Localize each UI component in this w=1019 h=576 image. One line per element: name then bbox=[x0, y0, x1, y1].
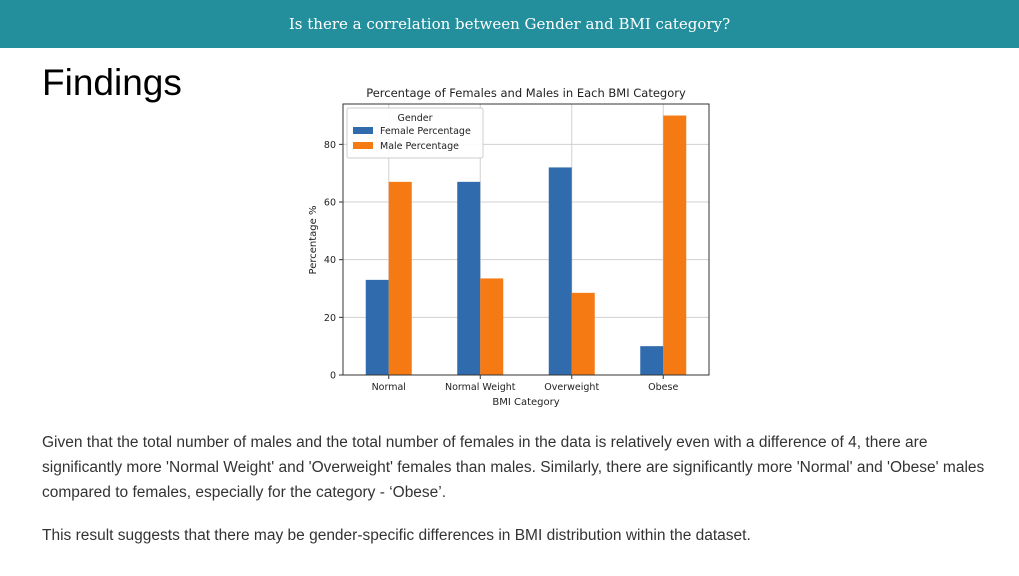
bmi-gender-bar-chart: Percentage of Females and Males in Each … bbox=[308, 86, 710, 408]
bar-female bbox=[548, 167, 572, 375]
bar-male bbox=[571, 292, 595, 375]
y-tick-label: 80 bbox=[324, 140, 336, 151]
plot-frame bbox=[342, 103, 710, 376]
legend-swatch-female bbox=[353, 127, 373, 134]
banner-title: Is there a correlation between Gender an… bbox=[288, 15, 731, 33]
bar-male bbox=[663, 115, 687, 375]
y-tick-label: 40 bbox=[324, 255, 336, 266]
legend-label-male: Male Percentage bbox=[380, 141, 459, 152]
legend: Gender Female Percentage Male Percentage bbox=[346, 107, 484, 159]
bar-male bbox=[480, 278, 504, 375]
x-tick-label: Normal bbox=[372, 382, 406, 393]
y-tick-label: 60 bbox=[324, 198, 336, 209]
y-tick-label: 0 bbox=[330, 371, 336, 382]
chart-title: Percentage of Females and Males in Each … bbox=[366, 86, 686, 100]
bar-female bbox=[640, 346, 664, 375]
legend-label-female: Female Percentage bbox=[380, 126, 471, 137]
legend-title: Gender bbox=[397, 113, 432, 124]
x-tick-label: Obese bbox=[648, 382, 678, 393]
legend-box bbox=[346, 107, 484, 159]
y-axis-label: Percentage % bbox=[308, 206, 319, 275]
x-ticks: Normal Normal Weight Overweight Obese bbox=[372, 375, 678, 393]
x-tick-label: Overweight bbox=[544, 382, 599, 393]
bar-female bbox=[457, 181, 481, 375]
conclusion-paragraph: This result suggests that there may be g… bbox=[42, 527, 751, 544]
y-ticks: 0 20 40 60 80 bbox=[324, 140, 343, 382]
title-banner: Is there a correlation between Gender an… bbox=[0, 0, 1019, 48]
findings-paragraph: Given that the total number of males and… bbox=[42, 434, 985, 501]
legend-swatch-male bbox=[353, 142, 373, 149]
x-tick-label: Normal Weight bbox=[445, 382, 516, 393]
bar-male bbox=[388, 181, 412, 375]
bars bbox=[365, 115, 687, 375]
x-axis-label: BMI Category bbox=[492, 397, 559, 408]
y-tick-label: 20 bbox=[324, 313, 336, 324]
findings-heading: Findings bbox=[42, 62, 182, 103]
bar-female bbox=[365, 279, 389, 375]
